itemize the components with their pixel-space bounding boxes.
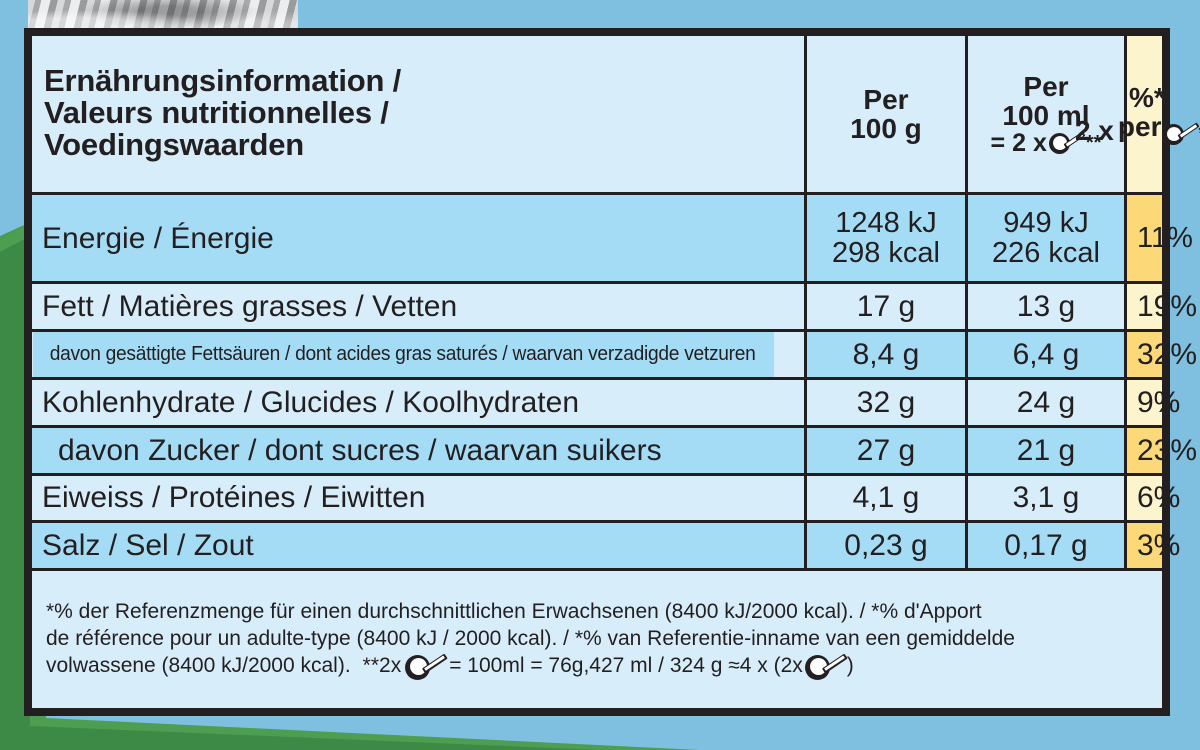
nutrient-name: davon gesättigte Fettsäuren / dont acide… bbox=[29, 328, 776, 380]
table-row: davon Zucker / dont sucres / waarvan sui… bbox=[29, 424, 1197, 476]
value-per-100ml: 6,4 g bbox=[965, 328, 1127, 380]
footnote-line3-d: ) bbox=[846, 654, 854, 678]
title-line-2: Valeurs nutritionnelles / bbox=[44, 95, 389, 131]
footnote-line-1: *% der Referenzmenge für einen durchschn… bbox=[46, 600, 982, 624]
title-line-1: Ernährungsinformation / bbox=[44, 62, 402, 98]
percent-suffix: ** bbox=[1198, 124, 1200, 145]
value-per-100g: 8,4 g bbox=[804, 328, 968, 380]
per-100g-line2: 100 g bbox=[850, 113, 922, 145]
percent-prefix: 2 x bbox=[1074, 115, 1114, 147]
value-per-100ml: 13 g bbox=[965, 281, 1127, 332]
scoop-icon bbox=[804, 653, 848, 680]
per-100ml-prefix: = 2 x bbox=[990, 129, 1047, 158]
footnote-line-2: de référence pour un adulte-type (8400 k… bbox=[46, 627, 1015, 651]
value-percent: 23% bbox=[1124, 424, 1197, 476]
nutrient-name: davon Zucker / dont sucres / waarvan sui… bbox=[29, 424, 807, 476]
value-line: 298 kcal bbox=[831, 237, 940, 270]
footnote-row: *% der Referenzmenge für einen durchschn… bbox=[29, 568, 1165, 711]
value-per-100ml: 0,17 g bbox=[965, 520, 1127, 572]
value-line: 1248 kJ bbox=[835, 206, 937, 239]
title-line-3: Voedingswaarden bbox=[44, 127, 304, 163]
value-per-100ml: 21 g bbox=[965, 424, 1127, 476]
header-percent: %* 2 x per ** bbox=[1075, 32, 1200, 196]
value-per-100ml: 3,1 g bbox=[965, 472, 1127, 524]
value-per-100g: 17 g bbox=[804, 281, 968, 332]
value-per-100ml: 949 kJ 226 kcal bbox=[965, 192, 1127, 284]
nutrient-name: Eiweiss / Protéines / Eiwitten bbox=[29, 472, 807, 524]
nutrient-name: Fett / Matières grasses / Vetten bbox=[29, 281, 807, 332]
footnote-line3-b: **2x bbox=[362, 654, 402, 678]
value-percent: 6% bbox=[1124, 472, 1180, 524]
header-per-100ml: Per 100 ml = 2 x ** bbox=[965, 32, 1127, 196]
nutrient-name: Salz / Sel / Zout bbox=[29, 520, 807, 572]
scoop-icon bbox=[1048, 131, 1086, 155]
table-row: Kohlenhydrate / Glucides / Koolhydraten … bbox=[29, 376, 1180, 428]
value-percent: 19% bbox=[1124, 281, 1197, 332]
header-title-cell: Ernährungsinformation / Valeurs nutritio… bbox=[29, 32, 807, 196]
per-100ml-line1: Per bbox=[1023, 71, 1069, 103]
value-per-100g: 27 g bbox=[804, 424, 968, 476]
table-row: Eiweiss / Protéines / Eiwitten 4,1 g 3,1… bbox=[29, 472, 1180, 524]
header-per-100g: Per 100 g bbox=[804, 32, 968, 196]
footnote-line3-a: volwassene (8400 kJ/2000 kcal). bbox=[46, 654, 351, 678]
table-header-row: Ernährungsinformation / Valeurs nutritio… bbox=[29, 32, 1200, 196]
nutrient-name: Kohlenhydrate / Glucides / Koolhydraten bbox=[29, 376, 807, 428]
per-100ml-line3: = 2 x ** bbox=[972, 130, 1120, 156]
per-100ml-line2: 100 ml bbox=[1002, 100, 1090, 132]
value-percent: 3% bbox=[1124, 520, 1180, 572]
footnote-cell: *% der Referenzmenge für einen durchschn… bbox=[29, 568, 1165, 711]
percent-line1: %* bbox=[1129, 82, 1165, 114]
value-percent: 32% bbox=[1124, 328, 1197, 380]
table-row: davon gesättigte Fettsäuren / dont acide… bbox=[29, 328, 1197, 380]
nutrient-name: Energie / Énergie bbox=[29, 192, 807, 284]
table-row: Energie / Énergie 1248 kJ 298 kcal 949 k… bbox=[29, 192, 1193, 284]
value-line: 226 kcal bbox=[991, 237, 1100, 270]
per-100ml-suffix: ** bbox=[1085, 131, 1102, 154]
footnote-line3-c: = 100ml = 76g,427 ml / 324 g ≈4 x (2x bbox=[449, 654, 803, 678]
value-per-100ml: 24 g bbox=[965, 376, 1127, 428]
percent-line2-3: 2 x per ** bbox=[1075, 112, 1200, 145]
scoop-icon bbox=[405, 653, 448, 680]
table-row: Salz / Sel / Zout 0,23 g 0,17 g 3% bbox=[29, 520, 1180, 572]
value-percent: 9% bbox=[1124, 376, 1180, 428]
value-per-100g: 0,23 g bbox=[804, 520, 968, 572]
value-per-100g: 32 g bbox=[804, 376, 968, 428]
percent-per-word: per bbox=[1117, 111, 1162, 143]
table-row: Fett / Matières grasses / Vetten 17 g 13… bbox=[29, 281, 1197, 332]
per-100g-line1: Per bbox=[863, 84, 909, 116]
nutrition-table-card: Ernährungsinformation / Valeurs nutritio… bbox=[24, 28, 1200, 716]
footnote-line-3: volwassene (8400 kJ/2000 kcal). **2x = 1… bbox=[46, 653, 1148, 680]
value-percent: 11% bbox=[1124, 192, 1193, 284]
nutrition-table: Ernährungsinformation / Valeurs nutritio… bbox=[29, 32, 1200, 711]
scoop-icon bbox=[1163, 122, 1200, 146]
value-per-100g: 1248 kJ 298 kcal bbox=[804, 192, 968, 284]
value-per-100g: 4,1 g bbox=[804, 472, 968, 524]
value-line: 949 kJ bbox=[1003, 206, 1089, 239]
